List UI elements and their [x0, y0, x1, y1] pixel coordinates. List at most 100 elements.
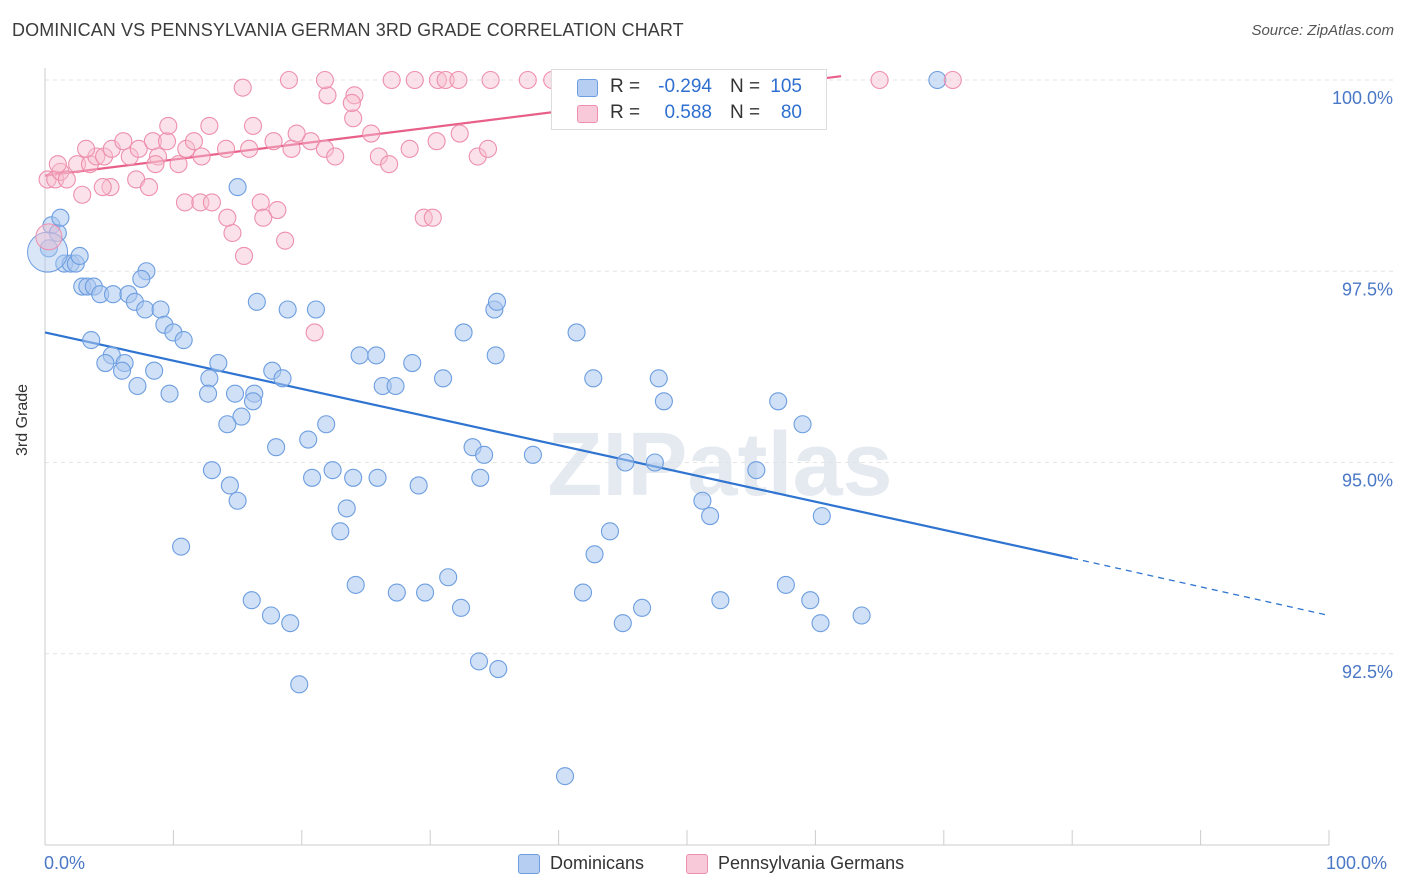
dominicans-point [600, 522, 620, 541]
dominicans-point [344, 468, 363, 487]
pennsylvania-germans-point [468, 147, 487, 166]
dominicans-point [128, 376, 147, 396]
dominicans-point [573, 583, 593, 602]
pennsylvania-germans-point [344, 109, 363, 128]
dominicans-point [220, 476, 239, 495]
legend-r-value: 0.588 [664, 102, 712, 123]
dominicans-point [487, 292, 507, 311]
dominicans-point [489, 659, 508, 679]
dominicans-point [403, 353, 422, 373]
dominicans-point [209, 353, 228, 373]
legend-swatch-blue [577, 79, 598, 97]
dominicans-point [451, 598, 471, 617]
dominicans-point [317, 415, 336, 434]
pennsylvania-germans-point [481, 70, 500, 90]
pennsylvania-germans-point [436, 70, 455, 90]
dominicans-point [649, 369, 668, 388]
dominicans-point [584, 369, 603, 388]
correlation-legend: R = -0.294 N = 105 R = 0.588 N = 80 [551, 69, 827, 130]
pennsylvania-germans-point [223, 223, 242, 243]
pennsylvania-germans-point [240, 139, 259, 158]
dominicans-point [247, 292, 266, 311]
pennsylvania-germans-point [342, 93, 361, 112]
source-label: Source: ZipAtlas.com [1251, 22, 1394, 39]
dominicans-point [112, 361, 132, 380]
dominicans-point [368, 468, 387, 487]
pennsylvania-germans-point [305, 323, 324, 342]
pennsylvania-germans-point [169, 155, 188, 174]
pennsylvania-germans-point [57, 170, 76, 189]
watermark: ZIPatlas [547, 415, 892, 515]
y-axis-label: 3rd Grade [14, 383, 31, 456]
dominicans-point [199, 384, 218, 403]
dominicans-point [523, 445, 542, 464]
pennsylvania-germans-point [251, 193, 270, 212]
pennsylvania-germans-point [518, 70, 537, 90]
pennsylvania-germans-point [101, 178, 120, 197]
dominicans-point [202, 461, 221, 480]
dominicans-point [693, 491, 712, 510]
legend-r-label: R = [610, 102, 641, 123]
dominicans-point [243, 392, 263, 411]
dominicans-point [306, 300, 325, 319]
pennsylvania-germans-point [243, 116, 263, 135]
dominicans-point-large [27, 231, 69, 273]
dominicans-point [82, 331, 101, 350]
pennsylvania-germans-point [233, 78, 252, 97]
dominicans-point [747, 461, 766, 480]
legend-label: Dominicans [550, 853, 645, 873]
pennsylvania-germans-point [478, 139, 498, 158]
dominicans-point [386, 376, 405, 396]
dominicans-trend-line [44, 331, 1073, 560]
dominicans-point [585, 545, 604, 564]
dominicans-point [261, 606, 281, 625]
pennsylvania-germans-point [276, 231, 295, 250]
dominicans-point [811, 614, 830, 633]
dominicans-point [776, 575, 795, 594]
dominicans-point [613, 614, 632, 633]
legend-n-value: 105 [770, 76, 802, 97]
pennsylvania-germans-point [427, 132, 446, 151]
dominicans-point [367, 346, 386, 365]
pennsylvania-germans-point [87, 147, 106, 166]
dominicans-point [174, 331, 193, 350]
legend-swatch-pink [686, 854, 708, 874]
legend-swatch-blue [518, 854, 540, 874]
dominicans-point [346, 575, 365, 594]
legend-r-value: -0.294 [658, 76, 712, 97]
dominicans-point [228, 491, 247, 510]
dominicans-point [701, 506, 720, 526]
pennsylvania-germans-point [382, 70, 401, 90]
dominicans-point [290, 675, 309, 694]
dominicans-point [555, 767, 575, 786]
dominicans-point [852, 606, 871, 625]
dominicans-point [801, 591, 820, 610]
pennsylvania-germans-point [177, 139, 196, 158]
pennsylvania-germans-point [943, 70, 962, 90]
dominicans-point [281, 614, 300, 633]
dominicans-point [160, 384, 179, 403]
pennsylvania-germans-point [157, 132, 177, 151]
pennsylvania-germans-point [369, 147, 388, 166]
dominicans-point [273, 369, 292, 388]
pennsylvania-germans-point [192, 147, 211, 166]
dominicans-point [232, 407, 251, 426]
pennsylvania-germans-point [218, 208, 237, 227]
y-tick-label: 95.0% [1342, 471, 1393, 491]
pennsylvania-germans-point [362, 124, 381, 143]
dominicans-point [70, 246, 89, 265]
dominicans-point [711, 591, 730, 610]
y-tick-label: 100.0% [1332, 88, 1393, 108]
legend-label: Pennsylvania Germans [718, 853, 905, 873]
pennsylvania-germans-point [400, 139, 419, 158]
dominicans-point [96, 353, 115, 373]
legend-row-pennsylvania-germans: R = 0.588 N = 80 [552, 101, 826, 127]
pennsylvania-germans-point-large [35, 223, 63, 251]
dominicans-point [812, 506, 831, 526]
dominicans-point [475, 445, 494, 464]
legend-n-label: N = [730, 76, 761, 97]
pennsylvania-germans-point [73, 185, 92, 204]
legend-r-label: R = [610, 76, 641, 97]
pennsylvania-germans-point [301, 132, 320, 151]
pennsylvania-germans-point [279, 70, 299, 90]
